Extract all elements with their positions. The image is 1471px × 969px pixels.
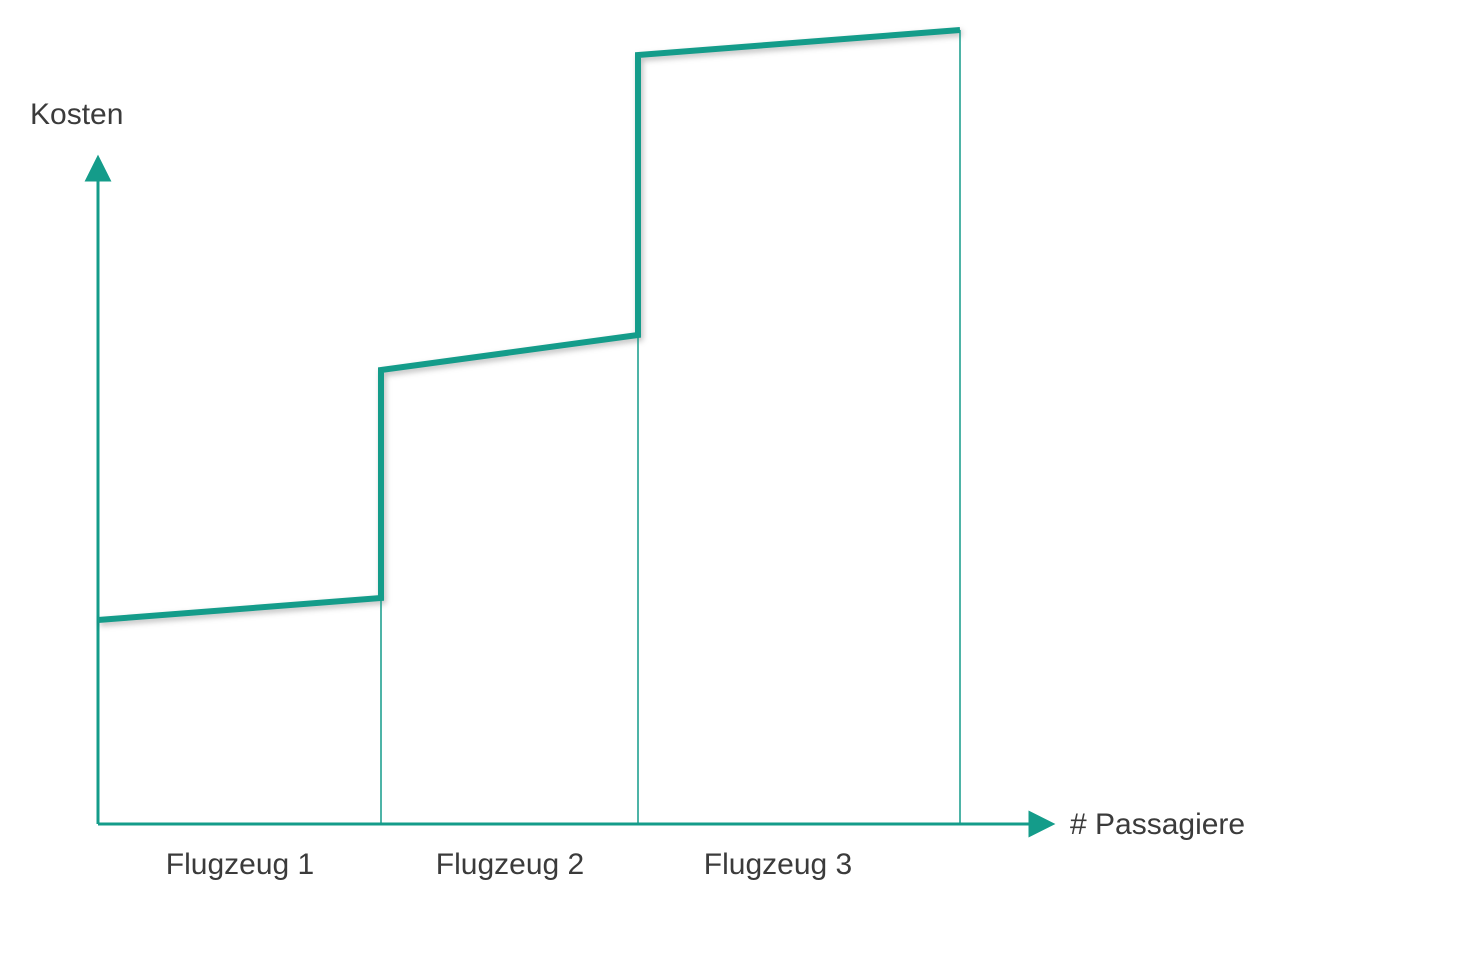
chart-svg xyxy=(0,0,1471,969)
x-axis-label: # Passagiere xyxy=(1070,808,1245,842)
step-line-group xyxy=(98,30,960,620)
x-tick-label-3: Flugzeug 3 xyxy=(688,848,868,882)
step-cost-chart: Kosten # Passagiere Flugzeug 1 Flugzeug 2… xyxy=(0,0,1471,969)
step-cost-line xyxy=(98,30,960,620)
x-tick-label-2: Flugzeug 2 xyxy=(420,848,600,882)
y-axis-label: Kosten xyxy=(30,98,123,132)
x-tick-label-1: Flugzeug 1 xyxy=(150,848,330,882)
